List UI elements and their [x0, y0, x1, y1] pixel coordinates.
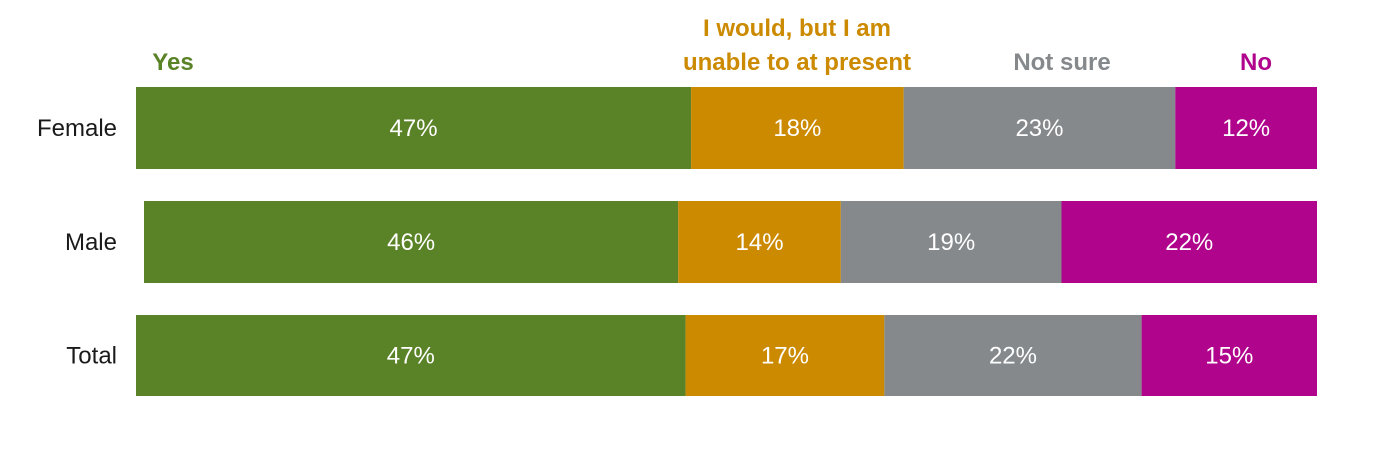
data-label-male-yes: 46%	[387, 229, 435, 256]
legend-label-not-sure: Not sure	[1013, 49, 1110, 76]
data-label-male-no: 22%	[1165, 229, 1213, 256]
data-label-female-not-sure: 23%	[1015, 115, 1063, 142]
legend-label-no: No	[1240, 49, 1272, 76]
bar-segment-total-no	[1141, 315, 1317, 396]
bar-segment-female-no	[1175, 87, 1317, 169]
data-label-total-i-would-but-i-am-unable-to-at-present: 17%	[761, 343, 809, 370]
category-label-male: Male	[65, 229, 117, 256]
bar-segment-male-yes	[144, 201, 679, 283]
bar-segment-total-yes	[136, 315, 686, 396]
data-label-female-i-would-but-i-am-unable-to-at-present: 18%	[773, 115, 821, 142]
data-label-total-no: 15%	[1205, 343, 1253, 370]
bar-segment-female-not-sure	[903, 87, 1176, 169]
bar-segment-male-not-sure	[840, 201, 1062, 283]
data-label-total-yes: 47%	[387, 343, 435, 370]
data-label-male-not-sure: 19%	[927, 229, 975, 256]
data-label-female-no: 12%	[1222, 115, 1270, 142]
category-label-total: Total	[66, 343, 117, 370]
bar-segment-female-yes	[136, 87, 692, 169]
bar-segment-total-not-sure	[884, 315, 1142, 396]
legend-label-i-would-but-i-am-unable-to-at-present: unable to at present	[683, 49, 911, 76]
data-label-male-i-would-but-i-am-unable-to-at-present: 14%	[736, 229, 784, 256]
bar-segment-male-no	[1061, 201, 1317, 283]
bar-segment-total-i-would-but-i-am-unable-to-at-present	[685, 315, 885, 396]
legend-label-yes: Yes	[152, 49, 193, 76]
category-label-female: Female	[37, 115, 117, 142]
data-label-female-yes: 47%	[390, 115, 438, 142]
bar-segment-female-i-would-but-i-am-unable-to-at-present	[691, 87, 904, 169]
legend-label-i-would-but-i-am-unable-to-at-present: I would, but I am	[703, 15, 891, 42]
data-label-total-not-sure: 22%	[989, 343, 1037, 370]
bar-segment-male-i-would-but-i-am-unable-to-at-present	[678, 201, 841, 283]
